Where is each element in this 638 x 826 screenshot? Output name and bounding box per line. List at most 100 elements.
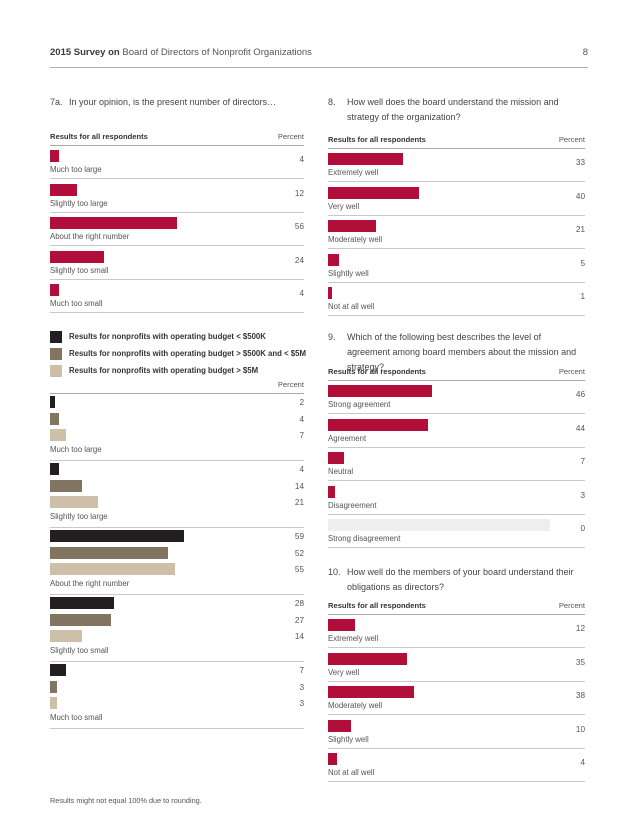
bar-value: 52 <box>294 548 304 558</box>
percent-label: Percent <box>277 132 304 141</box>
bar-budget-2-2 <box>50 563 175 575</box>
bar-budget-2-1 <box>50 496 98 508</box>
bar-value: 55 <box>294 565 304 574</box>
legend-swatch <box>50 365 62 377</box>
bar-value: 14 <box>294 632 304 641</box>
category-label: Extremely well <box>328 634 379 643</box>
header-rule <box>328 148 585 149</box>
report-title: 2015 Survey on Board of Directors of Non… <box>50 47 312 58</box>
bar-value: 4 <box>299 155 304 164</box>
bar-value: 5 <box>580 258 585 268</box>
bar-budget-1-0 <box>50 412 60 425</box>
category-label: About the right number <box>50 579 130 588</box>
row-divider <box>328 181 585 182</box>
row-divider <box>50 594 304 595</box>
question-q7a: 7a. In your opinion, is the present numbe… <box>50 95 304 110</box>
bar-value: 10 <box>575 724 585 734</box>
column-header: Percent <box>50 380 304 394</box>
category-label: Slightly too large <box>50 198 108 208</box>
bar-value: 24 <box>294 255 304 265</box>
header-rule <box>50 393 304 394</box>
bar-value: 4 <box>299 289 304 298</box>
bar-value: 12 <box>575 624 585 633</box>
question-q8: 8. How well does the board understand the… <box>328 95 585 125</box>
legend-swatch <box>50 348 62 360</box>
bar-q10-1 <box>328 652 408 665</box>
bar-q7a-2 <box>50 217 178 229</box>
row-divider <box>50 312 304 313</box>
bar-budget-2-4 <box>50 697 57 709</box>
bar-value: 7 <box>580 457 585 466</box>
report-title-bold: 2015 Survey on <box>50 47 120 58</box>
bar-budget-0-0 <box>50 396 55 408</box>
bar-budget-0-4 <box>50 664 66 676</box>
bar-q7a-1 <box>50 183 78 196</box>
column-header: Results for all respondents Percent <box>328 367 585 381</box>
bar-q8-3 <box>328 253 340 266</box>
category-label: Agreement <box>328 433 367 443</box>
report-title-rest: Board of Directors of Nonprofit Organiza… <box>122 47 312 58</box>
row-divider <box>50 211 304 213</box>
row-divider <box>328 714 585 715</box>
category-label: Much too large <box>50 445 102 454</box>
category-label: Slightly well <box>328 268 369 278</box>
row-divider <box>50 245 304 246</box>
category-label: Neutral <box>328 467 354 476</box>
bar-q10-0 <box>328 619 356 631</box>
bar-value: 7 <box>299 666 304 675</box>
row-divider <box>328 214 585 216</box>
header-rule <box>328 380 585 381</box>
question-number: 7a. <box>50 97 63 107</box>
row-divider <box>50 527 304 528</box>
percent-label: Percent <box>558 135 585 144</box>
column-header: Results for all respondents Percent <box>328 135 585 149</box>
category-label: Strong disagreement <box>328 534 401 543</box>
question-q9: 9. Which of the following best describes … <box>328 330 585 375</box>
bar-q10-2 <box>328 686 415 698</box>
header-rule <box>328 614 585 615</box>
row-divider <box>328 248 585 249</box>
legend-label: Results for nonprofits with operating bu… <box>69 366 259 375</box>
bar-budget-1-4 <box>50 680 57 693</box>
bar-value: 56 <box>294 222 304 231</box>
bar-value: 4 <box>299 465 304 474</box>
bar-value: 7 <box>299 431 304 440</box>
category-label: Not at all well <box>328 302 375 311</box>
row-divider <box>328 647 585 648</box>
bar-q7a-3 <box>50 250 105 263</box>
respondents-label: Results for all respondents <box>328 367 426 376</box>
bar-budget-1-2 <box>50 546 169 559</box>
row-divider <box>50 178 304 179</box>
column-header: Results for all respondents Percent <box>50 132 304 146</box>
bar-q10-3 <box>328 719 351 732</box>
bar-budget-0-3 <box>50 597 114 609</box>
question-text: In your opinion, is the present number o… <box>69 97 277 107</box>
bar-value: 46 <box>575 390 585 399</box>
bar-value: 21 <box>294 498 304 507</box>
bar-budget-2-3 <box>50 630 82 642</box>
bar-q7a-4 <box>50 284 60 296</box>
row-divider <box>328 315 585 316</box>
bar-value: 2 <box>299 398 304 407</box>
category-label: Much too small <box>50 299 103 308</box>
category-label: Much too large <box>50 165 102 174</box>
bar-value: 27 <box>294 615 304 625</box>
category-label: Strong agreement <box>328 400 391 409</box>
question-number: 8. <box>328 97 336 107</box>
bar-value: 3 <box>299 682 304 692</box>
category-label: Disagreement <box>328 500 377 510</box>
bar-value: 4 <box>299 414 304 424</box>
respondents-label: Results for all respondents <box>328 601 426 610</box>
bar-value: 1 <box>580 292 585 301</box>
bar-value: 33 <box>575 158 585 167</box>
bar-value: 4 <box>580 758 585 767</box>
bar-q9-3 <box>328 485 335 498</box>
percent-label: Percent <box>277 380 304 389</box>
bar-value: 44 <box>575 423 585 433</box>
row-divider <box>328 547 585 548</box>
question-text: How well do the members of your board un… <box>347 567 574 592</box>
percent-label: Percent <box>558 367 585 376</box>
column-header: Results for all respondents Percent <box>328 601 585 615</box>
row-divider <box>328 281 585 283</box>
respondents-label: Results for all respondents <box>50 132 148 141</box>
